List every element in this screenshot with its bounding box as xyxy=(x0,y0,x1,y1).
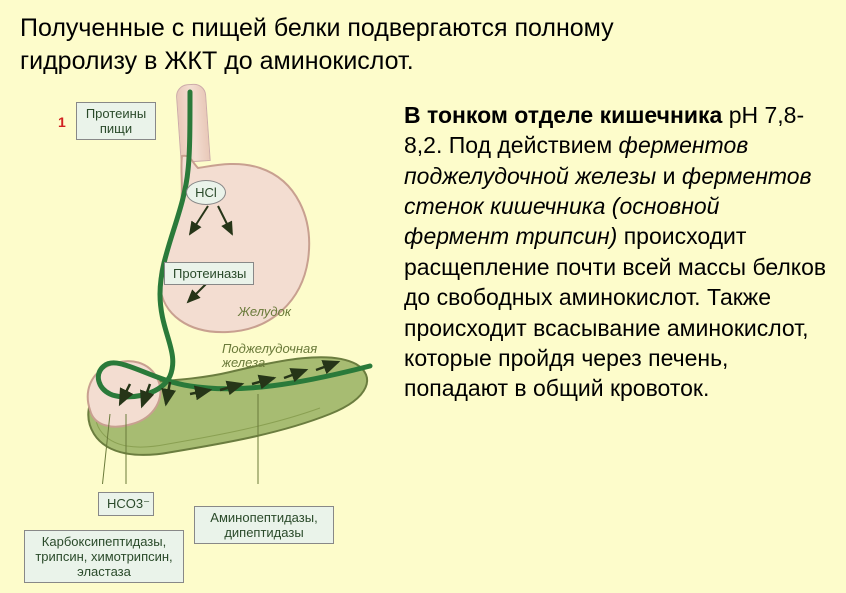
digestion-diagram: 1 xyxy=(0,90,400,593)
marker-1: 1 xyxy=(58,114,66,130)
label-proteinases: Протеиназы xyxy=(164,262,254,285)
title-line-1: Полученные с пищей белки подвергаются по… xyxy=(20,14,614,42)
body-text: В тонком отделе кишечника рН 7,8-8,2. По… xyxy=(400,90,846,593)
label-hcl: HCl xyxy=(186,180,226,205)
label-pancreas: Поджелудочная железа xyxy=(222,342,317,371)
body-area: 1 xyxy=(0,90,846,593)
slide-title: Полученные с пищей белки подвергаются по… xyxy=(0,0,846,85)
label-carboxypeptidases: Карбоксипептидазы, трипсин, химотрипсин,… xyxy=(24,530,184,583)
label-aminopeptidases: Аминопептидазы, дипептидазы xyxy=(194,506,334,544)
label-proteins: Протеины пищи xyxy=(76,102,156,140)
label-hco3: HCO3⁻ xyxy=(98,492,154,516)
slide: Полученные с пищей белки подвергаются по… xyxy=(0,0,846,593)
label-stomach: Желудок xyxy=(238,304,291,319)
stomach-shape xyxy=(140,150,320,340)
title-line-2: гидролизу в ЖКТ до аминокислот. xyxy=(20,47,414,75)
body-rest: рН 7,8-8,2. Под действием ферментов подж… xyxy=(404,102,826,401)
body-lead: В тонком отделе кишечника xyxy=(404,102,722,128)
